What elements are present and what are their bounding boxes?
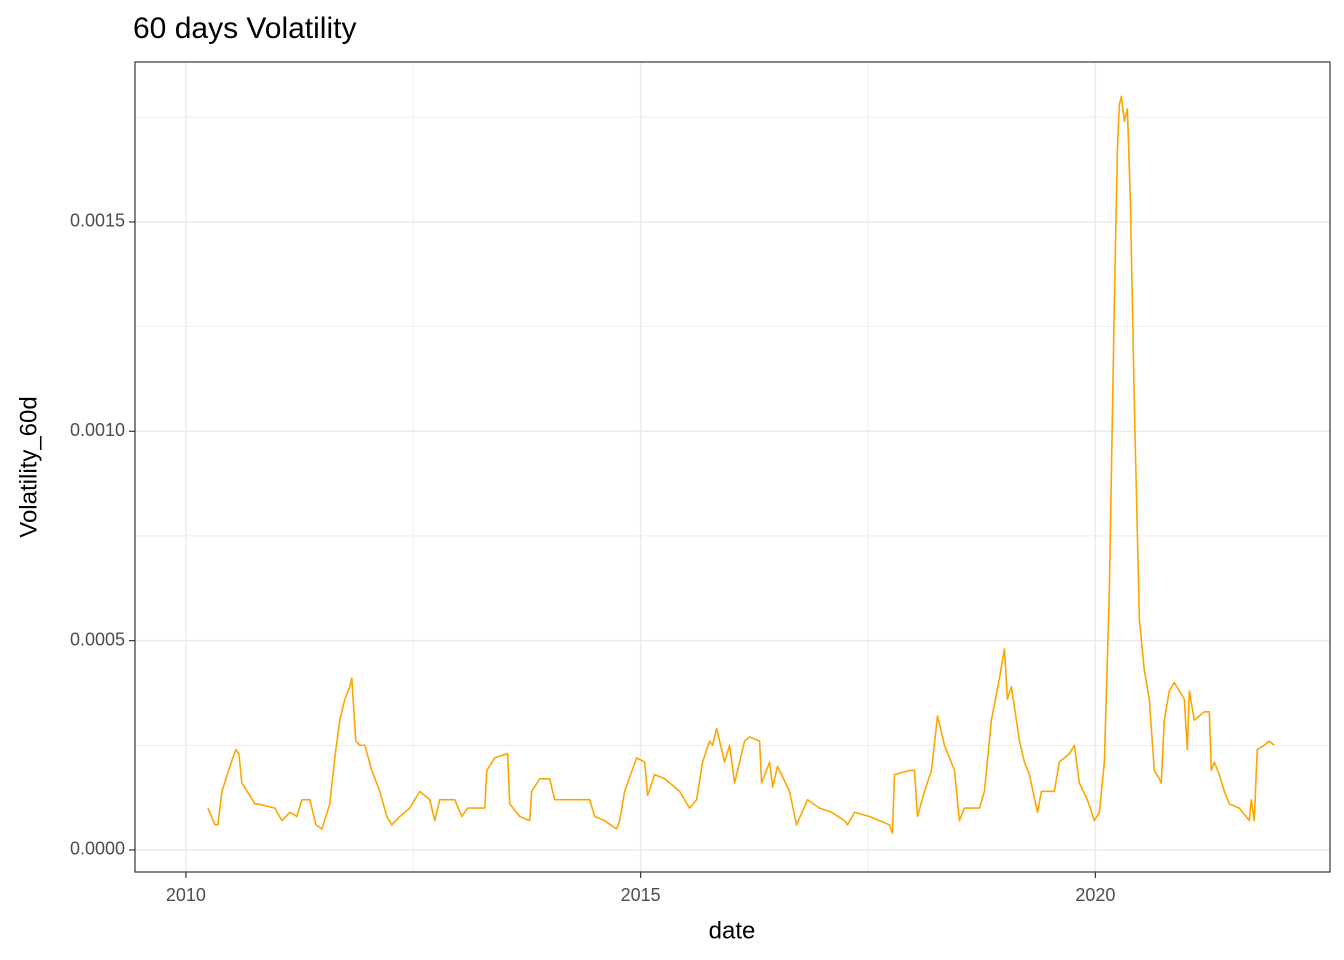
chart-title: 60 days Volatility xyxy=(133,12,356,45)
x-tick-label: 2010 xyxy=(166,885,206,905)
data-line xyxy=(207,95,1275,835)
y-tick-label: 0.0010 xyxy=(70,420,125,440)
y-tick-label: 0.0015 xyxy=(70,211,125,231)
x-axis-title: date xyxy=(709,917,756,944)
y-axis-title: Volatility_60d xyxy=(15,396,42,537)
x-tick-label: 2015 xyxy=(621,885,661,905)
y-tick-label: 0.0005 xyxy=(70,629,125,649)
x-tick-label: 2020 xyxy=(1075,885,1115,905)
panel-border xyxy=(134,61,1331,873)
y-tick-label: 0.0000 xyxy=(70,839,125,859)
